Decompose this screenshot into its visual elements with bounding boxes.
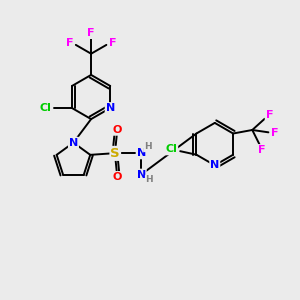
Text: H: H <box>144 142 152 152</box>
Text: H: H <box>146 176 153 184</box>
Text: Cl: Cl <box>40 103 51 113</box>
Text: O: O <box>112 172 122 182</box>
Text: F: F <box>266 110 273 120</box>
Text: Cl: Cl <box>166 144 177 154</box>
Text: F: F <box>87 28 95 38</box>
Text: N: N <box>136 148 146 158</box>
Text: O: O <box>112 125 122 135</box>
Text: N: N <box>106 103 115 113</box>
Text: F: F <box>66 38 74 47</box>
Text: F: F <box>271 128 278 138</box>
Text: F: F <box>109 38 116 47</box>
Text: N: N <box>136 169 146 180</box>
Text: F: F <box>258 145 266 155</box>
Text: N: N <box>210 160 219 170</box>
Text: S: S <box>110 147 120 160</box>
Text: N: N <box>69 138 78 148</box>
